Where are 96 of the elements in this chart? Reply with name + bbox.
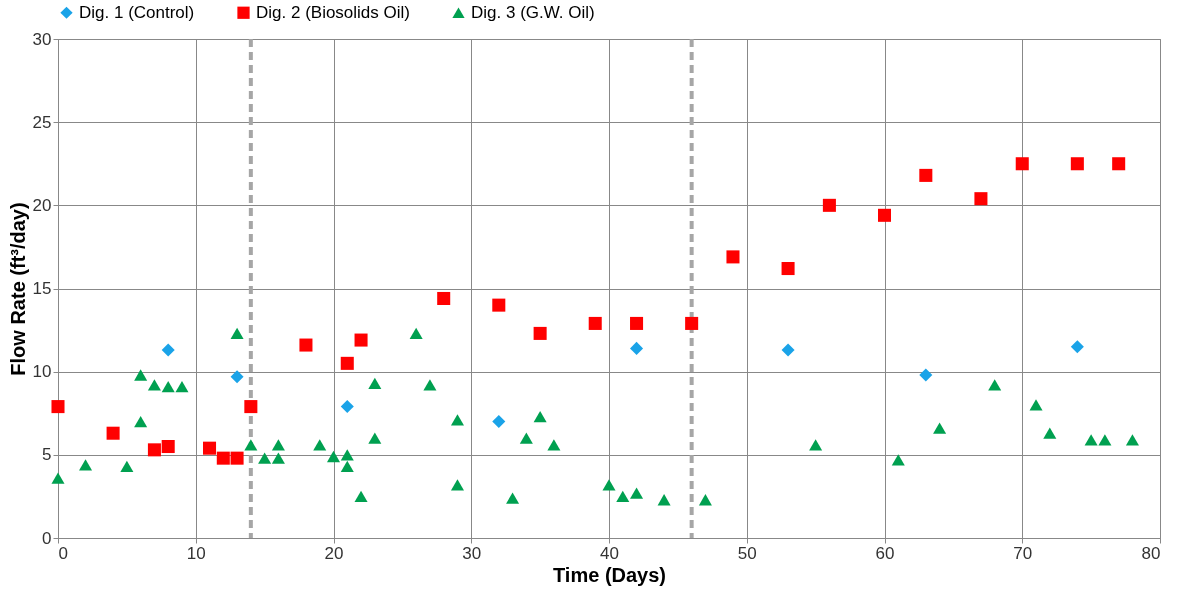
y-tick-label: 25 — [32, 112, 52, 132]
point — [106, 426, 120, 440]
point — [602, 479, 616, 491]
x-tick-label: 10 — [186, 543, 206, 563]
point — [230, 327, 244, 340]
x-tick-label: 70 — [1013, 543, 1033, 563]
point — [1043, 427, 1057, 439]
point — [492, 298, 506, 312]
x-axis-title: Time (Days) — [552, 563, 667, 586]
point — [340, 460, 354, 473]
y-tick-label: 5 — [42, 445, 52, 465]
point — [450, 414, 464, 426]
point — [933, 422, 947, 434]
point — [161, 380, 175, 393]
point — [51, 400, 65, 414]
x-tick-label: 60 — [875, 543, 895, 563]
point — [1125, 434, 1139, 446]
point — [822, 198, 836, 212]
point — [919, 168, 933, 182]
point — [340, 356, 354, 370]
point — [1084, 434, 1098, 446]
point — [134, 369, 148, 381]
point — [450, 479, 464, 491]
point — [216, 451, 230, 465]
x-tick-label: 30 — [462, 543, 482, 563]
point — [147, 379, 161, 391]
point — [354, 333, 368, 347]
point — [588, 316, 602, 330]
point — [161, 440, 175, 454]
point — [1098, 434, 1112, 446]
point — [437, 291, 451, 305]
point — [891, 454, 905, 466]
point — [161, 343, 175, 357]
point — [299, 338, 313, 352]
y-tick-label: 0 — [42, 528, 52, 548]
point — [533, 326, 547, 340]
point — [630, 316, 644, 330]
point — [340, 400, 354, 414]
point — [326, 450, 341, 463]
point — [1015, 157, 1029, 171]
point — [409, 327, 423, 340]
point — [230, 370, 244, 384]
x-tick-label: 50 — [737, 543, 757, 563]
legend-label: Dig. 3 (G.W. Oil) — [471, 2, 595, 22]
point — [120, 460, 134, 473]
point — [134, 415, 148, 428]
point — [175, 380, 189, 393]
point — [1029, 399, 1043, 411]
point — [781, 262, 795, 276]
point — [877, 208, 892, 222]
point — [368, 432, 382, 444]
point — [423, 379, 437, 391]
point — [506, 492, 520, 504]
y-tick-label: 10 — [32, 362, 52, 382]
point — [258, 452, 272, 464]
point — [519, 432, 533, 444]
point — [630, 487, 644, 499]
point — [616, 490, 630, 503]
y-axis-title: Flow Rate (ft³/day) — [6, 202, 29, 376]
y-tick-label: 30 — [32, 29, 52, 49]
point — [244, 400, 258, 414]
point — [533, 410, 547, 423]
point — [203, 441, 217, 455]
x-tick-label: 0 — [58, 543, 68, 563]
point — [781, 343, 795, 357]
point — [271, 439, 285, 451]
point — [809, 439, 823, 451]
point — [354, 490, 368, 503]
point — [1070, 340, 1084, 354]
point — [492, 415, 506, 429]
point — [51, 472, 65, 484]
point — [657, 494, 671, 506]
point — [230, 451, 244, 465]
x-tick-label: 80 — [1141, 543, 1161, 563]
point — [340, 449, 354, 461]
point — [698, 494, 712, 506]
point — [368, 377, 382, 389]
point — [988, 379, 1002, 391]
y-tick-label: 20 — [32, 195, 52, 215]
x-tick-label: 20 — [324, 543, 344, 563]
point — [79, 459, 93, 471]
point — [974, 192, 988, 206]
point — [547, 439, 561, 451]
point — [1070, 157, 1084, 171]
point — [271, 452, 285, 464]
point — [1112, 157, 1126, 171]
x-tick-label: 40 — [600, 543, 619, 563]
point — [244, 439, 258, 451]
point — [726, 250, 740, 264]
y-tick-label: 15 — [32, 279, 52, 298]
legend-label: Dig. 2 (Biosolids Oil) — [256, 2, 410, 22]
point — [685, 316, 699, 330]
point — [147, 443, 161, 457]
legend-label: Dig. 1 (Control) — [79, 2, 195, 22]
point — [919, 368, 933, 382]
point — [630, 341, 644, 355]
